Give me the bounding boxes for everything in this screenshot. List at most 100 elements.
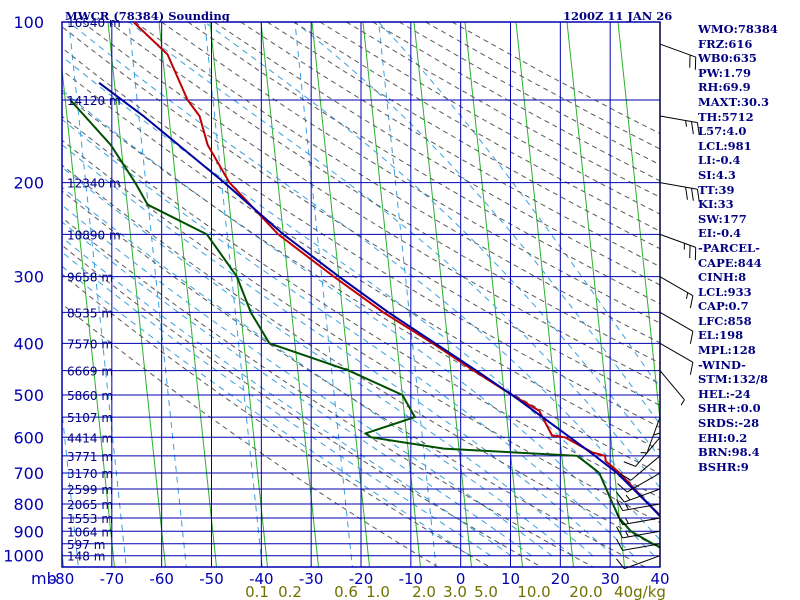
wind-barb-flag — [619, 473, 632, 481]
isotherm-line — [209, 22, 268, 567]
index-row: SI:4.3 — [698, 167, 736, 182]
pressure-label: 800 — [13, 495, 44, 514]
wind-barb — [617, 472, 661, 493]
wind-barb-shaft — [626, 472, 661, 493]
mixing-ratio-label: 0.6 — [334, 583, 358, 600]
wind-barb-flag — [623, 461, 636, 467]
mixing-ratio-label: 0.1 — [245, 583, 269, 600]
height-label: 3170 m — [67, 467, 113, 481]
index-row: PW:1.79 — [698, 65, 752, 80]
wind-barb-flag — [616, 499, 624, 511]
wind-barb-shaft — [635, 436, 661, 467]
height-label: 3771 m — [67, 450, 113, 464]
wind-barb — [616, 488, 661, 503]
height-label: 8535 m — [67, 306, 113, 320]
wind-barb-half — [680, 399, 685, 406]
index-row: TT:39 — [698, 182, 735, 197]
wind-barb-flag — [689, 362, 694, 375]
temperature-tick-label: -60 — [149, 570, 174, 588]
height-label: 148 m — [67, 550, 105, 564]
wind-barb — [659, 43, 697, 70]
wind-barb-half — [653, 432, 661, 436]
index-row: BRN:98.4 — [698, 445, 760, 460]
index-row: CAPE:844 — [698, 255, 762, 270]
temperature-tick-label: -10 — [399, 570, 424, 588]
dry-adiabat-line — [62, 139, 660, 524]
moist-adiabat-line — [62, 265, 471, 557]
temperature-tick-label: 30 — [601, 570, 620, 588]
wind-barb-shaft — [622, 503, 661, 512]
index-row: SRDS:-28 — [698, 416, 760, 431]
profile-lines — [69, 22, 660, 549]
index-row: LCL:981 — [698, 138, 752, 153]
wind-barb-shaft — [659, 233, 696, 248]
mixing-ratio-label: 10.0 — [517, 583, 550, 600]
index-row: RH:69.9 — [698, 80, 751, 95]
height-label: 14120 m — [67, 94, 121, 108]
wind-barb — [659, 182, 700, 202]
wind-barb-shaft — [622, 517, 661, 526]
dewpoint-profile — [69, 99, 660, 549]
index-row: LCL:933 — [698, 284, 752, 299]
temperature-tick-label: 0 — [456, 570, 466, 588]
wind-barb — [659, 276, 694, 309]
temperature-tick-label: -40 — [249, 570, 274, 588]
temperature-tick-label: 40 — [650, 570, 669, 588]
index-row: L57:4.0 — [698, 124, 747, 139]
wind-barb-shaft — [630, 455, 661, 481]
wind-barb — [659, 342, 694, 375]
height-label: 9658 m — [67, 271, 113, 285]
moist-adiabat-line — [62, 186, 573, 557]
wind-barb — [659, 115, 700, 136]
temperature-tick-label: -50 — [199, 570, 224, 588]
height-label: 5860 m — [67, 389, 113, 403]
wind-barb-shaft — [622, 543, 661, 551]
mixing-ratio-label: 20.0 — [569, 583, 602, 600]
temperature-tick-label: -70 — [100, 570, 125, 588]
moist-adiabat-line — [62, 221, 532, 557]
wind-barb-flag — [685, 187, 688, 200]
wind-barb — [616, 539, 661, 551]
wind-barb-shaft — [659, 43, 696, 58]
height-label: 6669 m — [67, 365, 113, 379]
index-row: EI:-0.4 — [698, 226, 742, 241]
temperature-tick-label: -30 — [299, 570, 324, 588]
dry-adiabat-line — [62, 273, 490, 567]
moist-adiabat-line — [62, 251, 491, 557]
wind-barb-half — [625, 531, 629, 538]
dry-adiabat-line — [214, 22, 660, 286]
height-label: 1064 m — [67, 525, 113, 539]
wind-barb — [616, 526, 661, 539]
wind-barb — [616, 499, 661, 512]
index-row: MPL:128 — [698, 343, 756, 358]
wind-barb — [659, 233, 697, 261]
wind-barb-half — [685, 292, 689, 299]
isotherm-line — [413, 22, 472, 567]
dry-adiabat-line — [62, 303, 439, 567]
dry-adiabat-line — [187, 22, 660, 305]
wind-barb-shaft — [624, 555, 661, 570]
wind-barb-flag — [616, 526, 624, 539]
mixing-ratio-label: 0.2 — [278, 583, 302, 600]
wind-barb — [619, 455, 661, 481]
index-row: SHR+:0.0 — [698, 401, 761, 416]
moist-adiabat-line — [128, 22, 660, 567]
wind-barb-half — [625, 494, 631, 501]
temperature-tick-label: -80 — [50, 570, 75, 588]
isotherm-line — [515, 22, 574, 567]
moist-adiabat-line — [62, 118, 634, 557]
index-row: STM:132/8 — [698, 372, 769, 387]
station-title: MWCR (78384) Sounding — [65, 9, 230, 23]
moist-adiabat-line — [62, 89, 655, 557]
isotherm-line — [62, 64, 115, 567]
mixing-ratio-label: 40g/kg — [614, 583, 666, 600]
wind-barb-flag — [696, 189, 700, 202]
sounding-indices-panel: WMO:78384 FRZ:616 WB0:635 PW:1.79 RH:69.9 MAX… — [698, 22, 798, 474]
wind-barb-shaft — [659, 311, 694, 332]
isotherm-line — [464, 22, 523, 567]
index-row: TH:5712 — [698, 109, 754, 124]
temperature-tick-label: -20 — [349, 570, 374, 588]
moist-adiabat-line — [62, 144, 614, 557]
dry-adiabat-line — [62, 92, 660, 475]
